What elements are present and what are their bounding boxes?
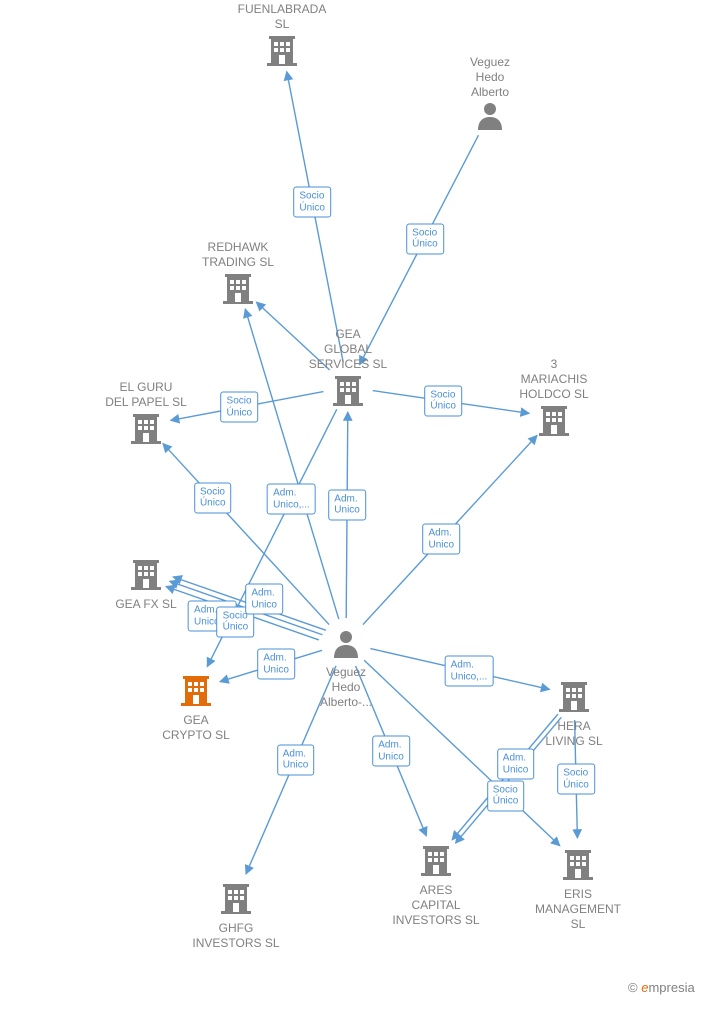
network-canvas <box>0 0 728 1015</box>
edge-veguez2-gea_crypto <box>220 650 322 681</box>
edge-veguez2-elguru <box>163 443 329 624</box>
copyright: © empresia <box>628 980 695 995</box>
edge-gea_global-mariachis <box>373 391 530 414</box>
edge-veguez2-gea_fx <box>166 587 319 640</box>
edge-veguez2-gea_fx <box>173 577 326 630</box>
edge-gea_global-gea_ce <box>287 72 343 363</box>
edge-veguez2-redhawk <box>245 309 339 619</box>
edge-gea_global-redhawk <box>256 302 329 370</box>
copyright-text: mpresia <box>648 980 694 995</box>
edge-gea_global-gea_crypto <box>207 409 337 666</box>
edge-veguez2-ares <box>356 666 427 836</box>
edge-gea_global-elguru <box>171 392 324 421</box>
edge-veguez2-mariachis <box>363 435 537 624</box>
edge-hera-eris <box>575 720 578 838</box>
edge-veguez2-gea_global <box>346 412 348 618</box>
edge-veguez1-gea_global <box>360 135 479 365</box>
edge-veguez2-hera <box>370 649 549 690</box>
copyright-symbol: © <box>628 980 638 995</box>
edge-hera-ares <box>452 714 558 840</box>
edge-hera-ares <box>455 717 561 843</box>
edge-veguez2-ghfg <box>246 666 336 874</box>
